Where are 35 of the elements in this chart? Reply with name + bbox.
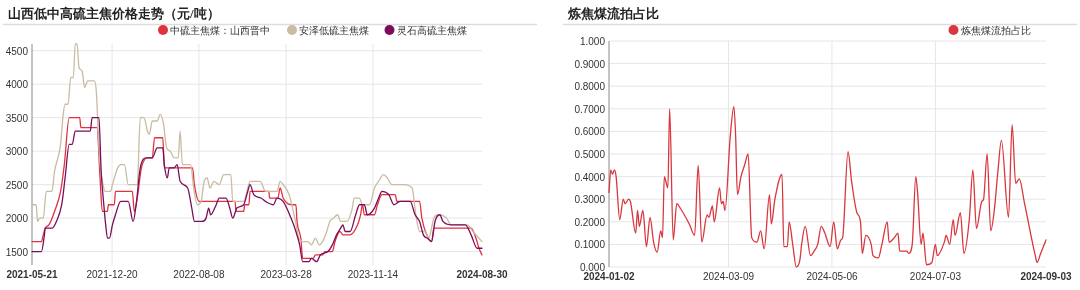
x-tick-label: 2022-08-08 bbox=[173, 269, 225, 280]
x-tick-label: 2024-09-03 bbox=[1020, 271, 1073, 282]
y-tick-label: 0.6000 bbox=[574, 126, 606, 138]
y-tick-label: 4500 bbox=[5, 45, 29, 57]
y-tick-label: 0.8000 bbox=[574, 81, 606, 93]
legend-label: 炼焦煤流拍占比 bbox=[960, 25, 1031, 36]
y-tick-label: 3000 bbox=[5, 146, 29, 158]
y-tick-label: 1.000 bbox=[579, 36, 606, 47]
x-tick-label: 2024-03-09 bbox=[702, 271, 755, 282]
y-tick-label: 0.000 bbox=[579, 262, 606, 273]
y-tick-label: 0.7000 bbox=[574, 103, 606, 115]
y-tick-label: 0.3000 bbox=[574, 194, 606, 206]
x-tick-label: 2024-01-02 bbox=[583, 271, 636, 282]
y-tick-label: 0.2000 bbox=[574, 216, 606, 228]
x-tick-label: 2024-05-06 bbox=[806, 271, 858, 282]
x-tick-label: 2021-05-21 bbox=[6, 269, 59, 280]
legend-label: 安泽低硫主焦煤 bbox=[299, 25, 369, 36]
y-tick-label: 0.1000 bbox=[574, 239, 606, 251]
x-tick-label: 2024-07-03 bbox=[909, 271, 962, 282]
chart-title: 炼焦煤流拍占比 bbox=[567, 6, 659, 21]
y-tick-label: 1500 bbox=[5, 246, 29, 258]
x-tick-label: 2021-12-20 bbox=[86, 269, 139, 280]
y-tick-label: 2500 bbox=[5, 179, 29, 191]
legend-label: 灵石高硫主焦煤 bbox=[396, 25, 467, 36]
legend-label: 中硫主焦煤：山西晋中 bbox=[170, 25, 270, 36]
x-tick-label: 2023-11-14 bbox=[347, 269, 399, 280]
x-tick-label: 2023-03-28 bbox=[260, 269, 313, 280]
y-tick-label: 0.9000 bbox=[574, 58, 606, 70]
y-tick-label: 3500 bbox=[5, 112, 29, 124]
x-tick-label: 2024-08-30 bbox=[456, 269, 509, 280]
y-tick-label: 0.5000 bbox=[574, 149, 606, 160]
y-tick-label: 0.4000 bbox=[574, 171, 606, 183]
y-tick-label: 4000 bbox=[5, 79, 29, 91]
chart-title: 山西低中高硫主焦价格走势（元/吨） bbox=[8, 6, 220, 21]
y-tick-label: 2000 bbox=[5, 213, 29, 225]
